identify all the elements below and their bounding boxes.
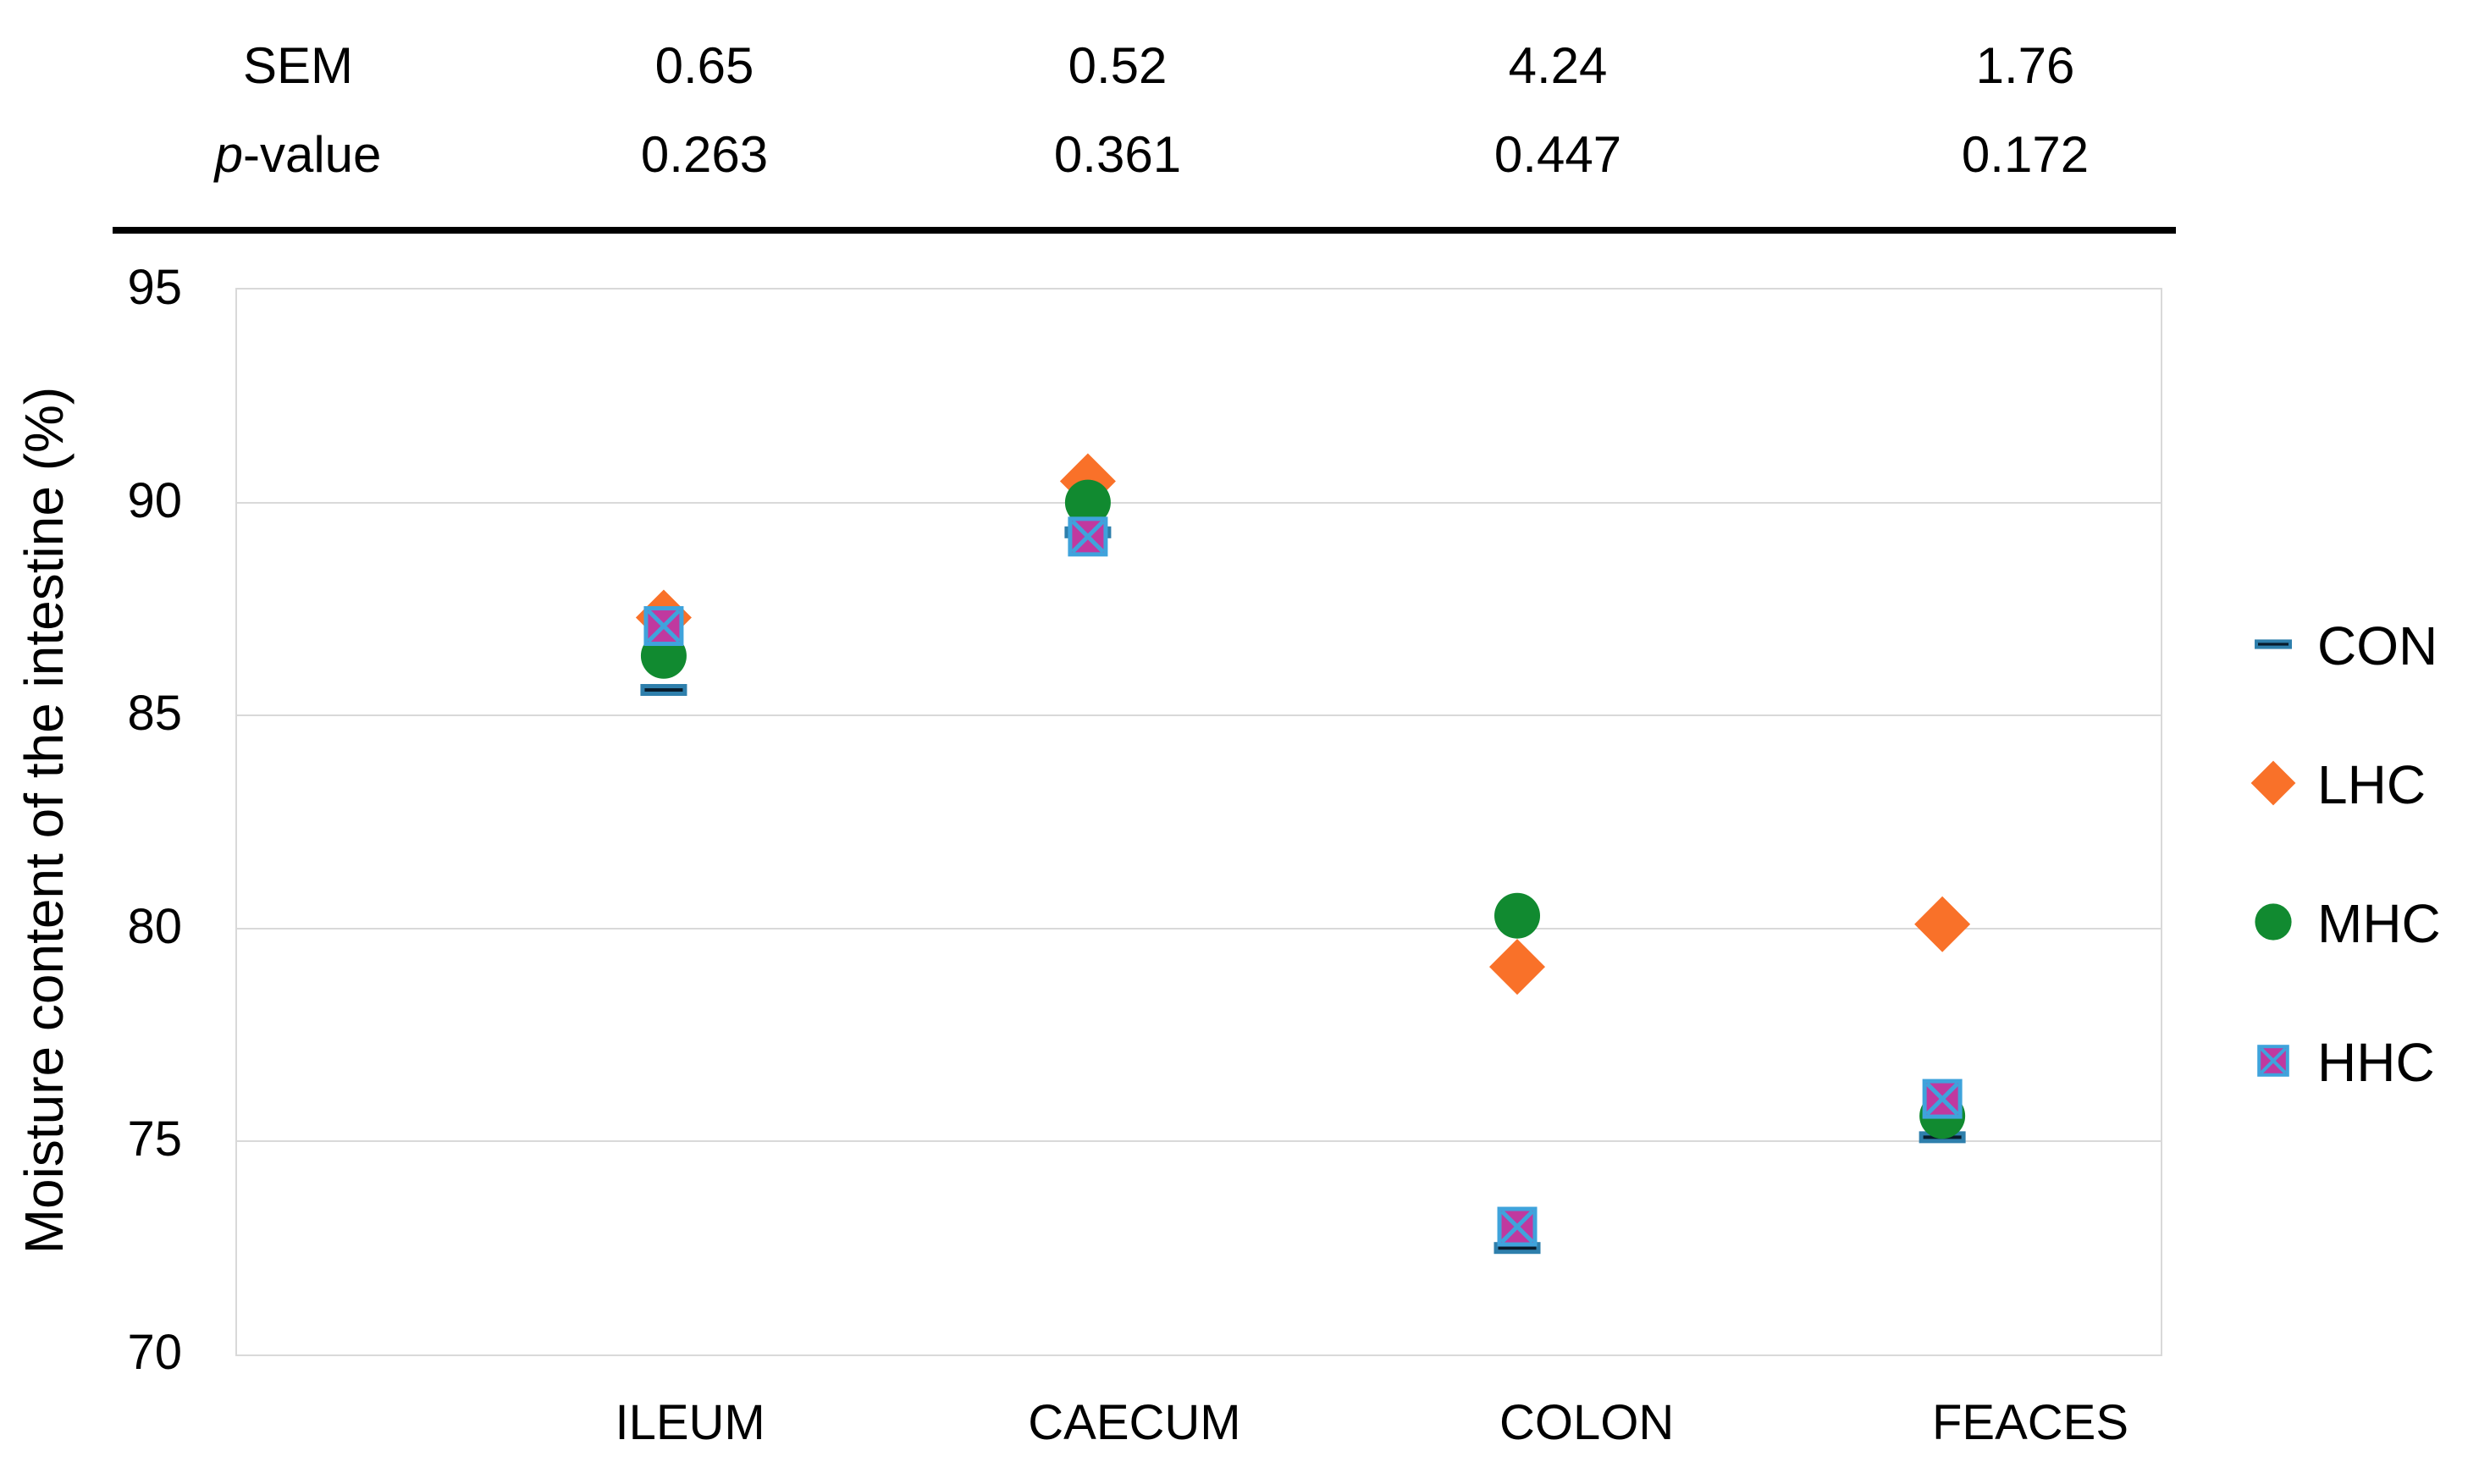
stats-row-label-pvalue: p-value <box>215 130 382 180</box>
table-divider-line <box>113 227 2176 234</box>
y-tick-label: 90 <box>127 472 182 528</box>
square-x-marker-icon <box>2239 1027 2307 1099</box>
plot-area <box>235 288 2162 1356</box>
gridline <box>237 501 2161 504</box>
x-axis-label-caecum: CAECUM <box>1028 1395 1241 1450</box>
stats-value: 0.447 <box>1493 126 1622 183</box>
scatter-markers-svg <box>635 453 1971 1255</box>
gridline <box>237 1140 2161 1143</box>
data-point-HHC-CAECUM <box>1068 516 1108 557</box>
stats-value: 1.76 <box>1975 37 2075 94</box>
data-point-MHC-COLON <box>1494 892 1541 939</box>
y-tick-label: 70 <box>127 1325 182 1380</box>
x-axis-label-colon: COLON <box>1499 1395 1675 1450</box>
legend-item-hhc: HHC <box>2239 1029 2441 1096</box>
y-tick-label: 95 <box>127 260 182 315</box>
stats-value: 4.24 <box>1508 37 1608 94</box>
legend-label: MHC <box>2317 893 2441 954</box>
data-point-CON-ILEUM <box>640 684 687 697</box>
legend-item-con: CON <box>2239 612 2441 680</box>
y-tick-label: 85 <box>127 686 182 742</box>
stats-value: 0.263 <box>640 126 769 183</box>
data-point-HHC-FEACES <box>1922 1079 1963 1119</box>
stats-row-label-sem: SEM <box>242 37 354 94</box>
y-tick-label: 75 <box>127 1112 182 1167</box>
circle-marker-icon <box>2239 888 2307 960</box>
diamond-marker-icon <box>2239 749 2307 821</box>
gridline <box>237 714 2161 717</box>
data-point-LHC-FEACES <box>1914 896 1971 952</box>
data-point-LHC-COLON <box>1489 939 1546 996</box>
y-axis-title: Moisture content of the intestine (%) <box>14 386 75 1255</box>
x-axis-label-ileum: ILEUM <box>615 1395 765 1450</box>
legend-label: LHC <box>2317 754 2427 815</box>
legend-label: HHC <box>2317 1032 2435 1093</box>
pvalue-rest: -value <box>242 126 382 183</box>
legend-item-lhc: LHC <box>2239 751 2441 819</box>
y-tick-label: 80 <box>127 898 182 954</box>
legend-item-mhc: MHC <box>2239 890 2441 957</box>
pvalue-italic-p: p <box>214 126 243 183</box>
stats-value: 0.172 <box>1961 126 2090 183</box>
data-point-MHC-CAECUM <box>1064 479 1111 526</box>
data-point-HHC-ILEUM <box>643 606 684 647</box>
legend: CON LHC MHC HHC <box>2239 612 2441 1096</box>
data-point-HHC-COLON <box>1497 1206 1538 1247</box>
stats-value: 0.65 <box>654 37 754 94</box>
x-axis-label-feaces: FEACES <box>1931 1395 2129 1450</box>
stats-value: 0.52 <box>1068 37 1168 94</box>
dash-marker-icon <box>2239 610 2307 682</box>
stats-value: 0.361 <box>1053 126 1182 183</box>
gridline <box>237 927 2161 930</box>
legend-label: CON <box>2317 615 2438 676</box>
